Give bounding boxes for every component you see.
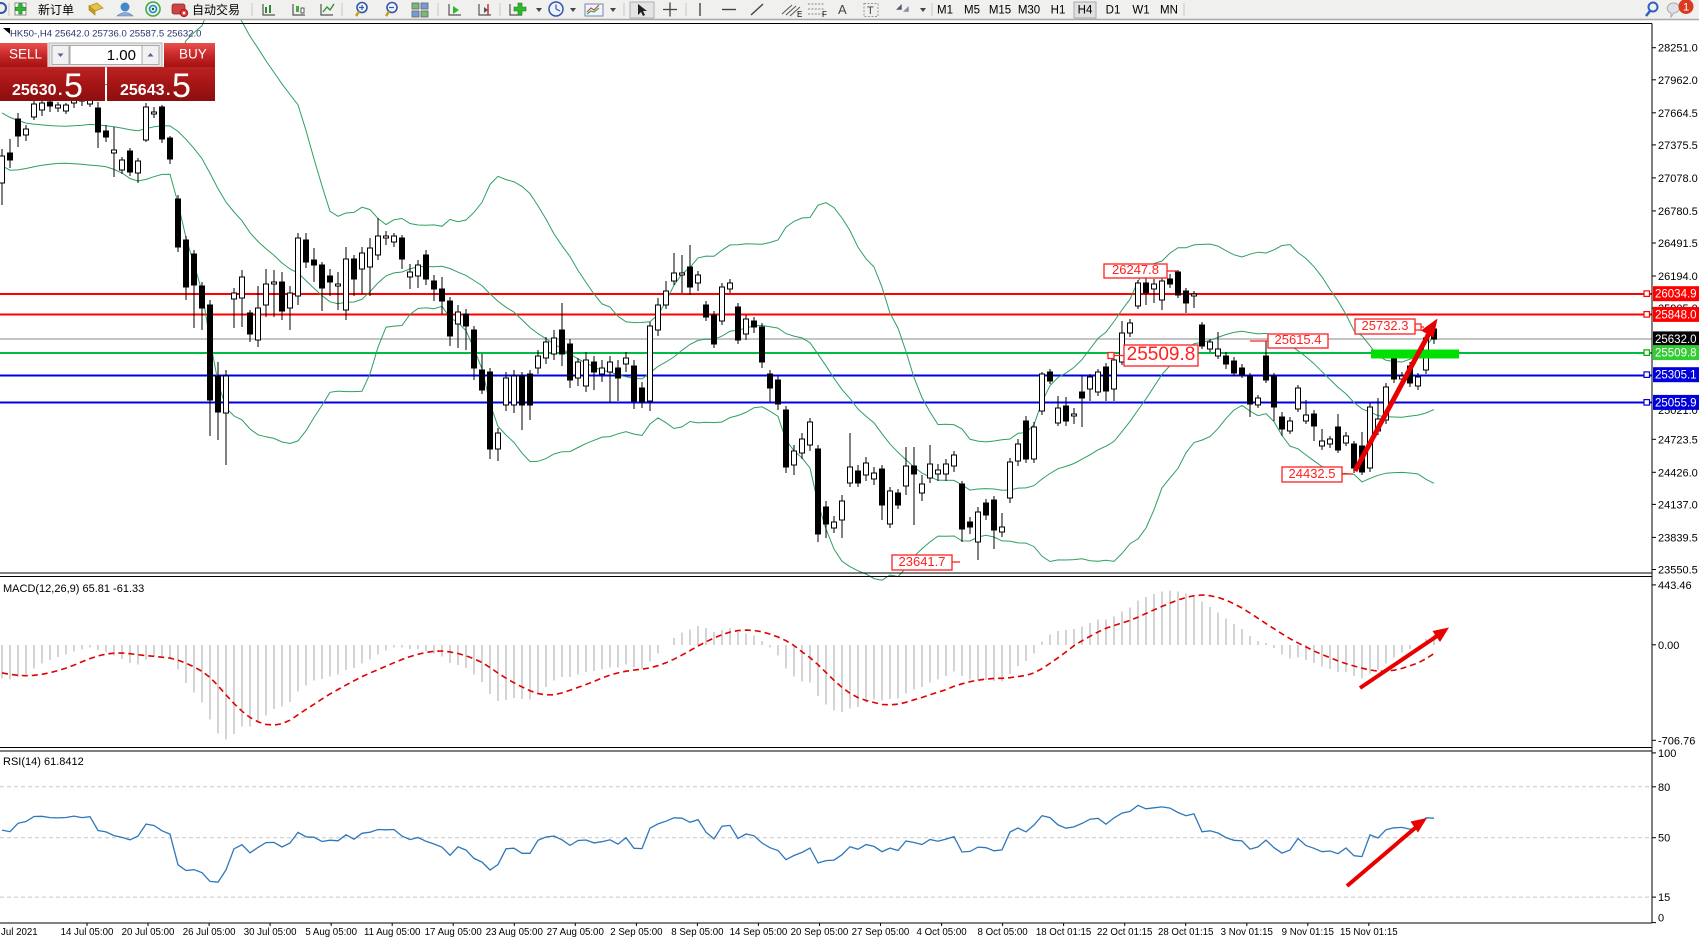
svg-text:D1: D1 — [1106, 5, 1121, 17]
svg-text:50: 50 — [1658, 833, 1670, 845]
svg-text:25509.8: 25509.8 — [1127, 344, 1196, 365]
svg-text:24432.5: 24432.5 — [1289, 466, 1336, 481]
svg-text:15 Nov 01:15: 15 Nov 01:15 — [1340, 927, 1398, 938]
svg-text:.: . — [166, 82, 170, 99]
svg-text:H1: H1 — [1051, 5, 1066, 17]
svg-text:26 Jul 05:00: 26 Jul 05:00 — [183, 927, 236, 938]
svg-text:1.00: 1.00 — [107, 47, 136, 64]
svg-text:24426.0: 24426.0 — [1658, 467, 1698, 479]
svg-text:MACD(12,26,9) 65.81 -61.33: MACD(12,26,9) 65.81 -61.33 — [3, 583, 144, 595]
svg-text:0: 0 — [1658, 913, 1664, 925]
svg-text:25305.1: 25305.1 — [1655, 370, 1697, 382]
svg-text:20 Sep 05:00: 20 Sep 05:00 — [791, 927, 849, 938]
svg-text:自动交易: 自动交易 — [192, 2, 240, 17]
svg-text:25632.0: 25632.0 — [1655, 334, 1697, 346]
svg-text:H4: H4 — [1078, 5, 1093, 17]
svg-text:27078.0: 27078.0 — [1658, 173, 1698, 185]
svg-text:28251.0: 28251.0 — [1658, 43, 1698, 55]
svg-text:28 Oct 01:15: 28 Oct 01:15 — [1158, 927, 1213, 938]
svg-text:23839.5: 23839.5 — [1658, 532, 1698, 544]
svg-text:MN: MN — [1160, 5, 1178, 17]
svg-text:25509.8: 25509.8 — [1655, 348, 1697, 360]
svg-text:-706.76: -706.76 — [1658, 735, 1695, 747]
svg-text:17 Aug 05:00: 17 Aug 05:00 — [425, 927, 483, 938]
svg-text:F: F — [822, 10, 827, 19]
svg-text:26780.5: 26780.5 — [1658, 206, 1698, 218]
svg-text:18 Oct 01:15: 18 Oct 01:15 — [1036, 927, 1091, 938]
svg-text:8 Oct 05:00: 8 Oct 05:00 — [978, 927, 1029, 938]
svg-text:15: 15 — [1658, 892, 1670, 904]
svg-text:SELL: SELL — [9, 47, 43, 62]
svg-text:11 Aug 05:00: 11 Aug 05:00 — [364, 927, 421, 938]
svg-text:26194.0: 26194.0 — [1658, 271, 1698, 283]
svg-text:22 Oct 01:15: 22 Oct 01:15 — [1097, 927, 1152, 938]
svg-text:27 Aug 05:00: 27 Aug 05:00 — [547, 927, 605, 938]
svg-text:27664.5: 27664.5 — [1658, 108, 1698, 120]
svg-text:0.00: 0.00 — [1658, 640, 1679, 652]
svg-text:23550.5: 23550.5 — [1658, 565, 1698, 577]
svg-text:26034.9: 26034.9 — [1655, 289, 1697, 301]
svg-text:E: E — [797, 10, 802, 19]
svg-text:25643: 25643 — [120, 82, 165, 99]
svg-text:5: 5 — [64, 67, 83, 105]
svg-text:.: . — [58, 82, 62, 99]
svg-text:3 Nov 01:15: 3 Nov 01:15 — [1221, 927, 1273, 938]
svg-text:14 Jul 05:00: 14 Jul 05:00 — [61, 927, 114, 938]
svg-text:26491.5: 26491.5 — [1658, 238, 1698, 250]
svg-text:新订单: 新订单 — [38, 2, 74, 17]
svg-text:27962.0: 27962.0 — [1658, 75, 1698, 87]
svg-text:25630: 25630 — [12, 82, 57, 99]
svg-text:23 Aug 05:00: 23 Aug 05:00 — [486, 927, 544, 938]
svg-text:26247.8: 26247.8 — [1112, 262, 1159, 277]
svg-text:8 Sep 05:00: 8 Sep 05:00 — [671, 927, 724, 938]
svg-text:9 Nov 01:15: 9 Nov 01:15 — [1282, 927, 1334, 938]
svg-text:BUY: BUY — [179, 47, 207, 62]
svg-text:100: 100 — [1658, 748, 1676, 760]
svg-text:M5: M5 — [964, 5, 980, 17]
svg-text:2 Sep 05:00: 2 Sep 05:00 — [610, 927, 663, 938]
svg-text:HK50-,H4 25642.0 25736.0 2558: HK50-,H4 25642.0 25736.0 25587.5 25632.0 — [10, 29, 202, 40]
svg-text:M30: M30 — [1018, 5, 1040, 17]
svg-text:M1: M1 — [937, 5, 953, 17]
svg-text:23641.7: 23641.7 — [899, 554, 946, 569]
svg-text:14 Sep 05:00: 14 Sep 05:00 — [730, 927, 788, 938]
svg-text:4 Oct 05:00: 4 Oct 05:00 — [917, 927, 968, 938]
svg-text:5 Aug 05:00: 5 Aug 05:00 — [305, 927, 357, 938]
svg-text:24723.5: 24723.5 — [1658, 434, 1698, 446]
svg-text:25615.4: 25615.4 — [1275, 332, 1322, 347]
svg-text:5: 5 — [172, 67, 191, 105]
svg-text:Jul 2021: Jul 2021 — [1, 927, 38, 938]
svg-text:1: 1 — [1683, 2, 1689, 14]
svg-text:T: T — [867, 5, 874, 17]
svg-text:20 Jul 05:00: 20 Jul 05:00 — [122, 927, 175, 938]
svg-text:24137.0: 24137.0 — [1658, 499, 1698, 511]
svg-text:RSI(14) 61.8412: RSI(14) 61.8412 — [3, 756, 84, 768]
svg-text:25732.3: 25732.3 — [1362, 318, 1409, 333]
svg-text:443.46: 443.46 — [1658, 580, 1692, 592]
svg-text:25848.0: 25848.0 — [1655, 309, 1697, 321]
svg-text:M15: M15 — [989, 5, 1011, 17]
svg-text:27375.5: 27375.5 — [1658, 140, 1698, 152]
svg-text:A: A — [838, 2, 847, 17]
svg-text:W1: W1 — [1132, 5, 1149, 17]
svg-text:25055.9: 25055.9 — [1655, 397, 1697, 409]
svg-text:80: 80 — [1658, 782, 1670, 794]
svg-text:30 Jul 05:00: 30 Jul 05:00 — [244, 927, 297, 938]
svg-text:27 Sep 05:00: 27 Sep 05:00 — [852, 927, 910, 938]
